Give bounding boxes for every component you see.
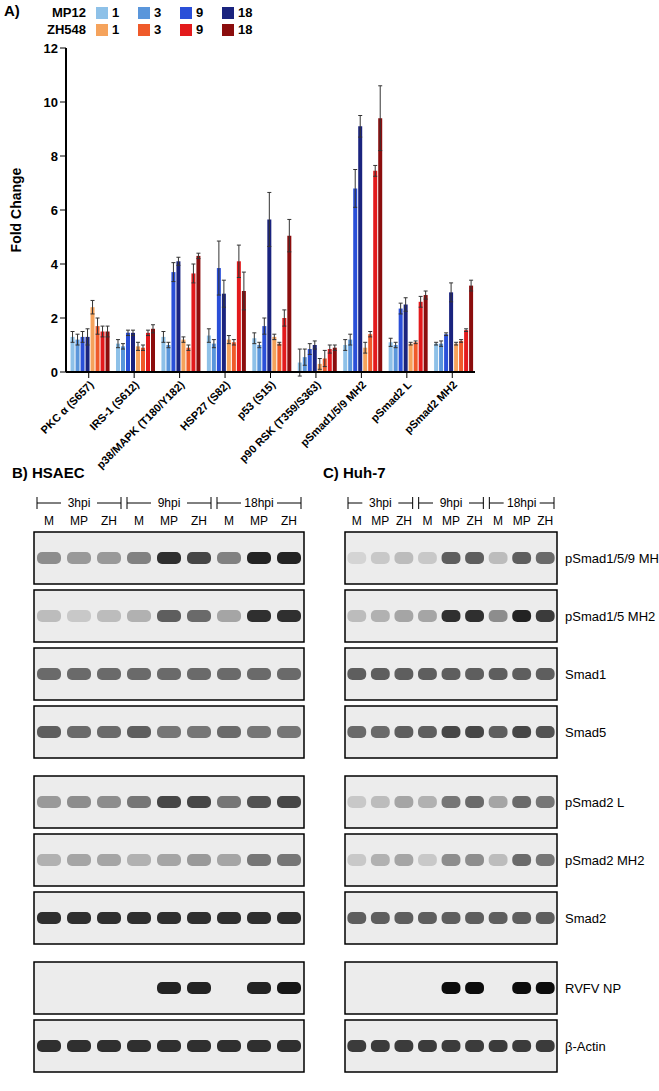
svg-text:RVFV NP: RVFV NP [565, 981, 621, 996]
svg-text:2: 2 [51, 311, 58, 326]
svg-text:Smad1: Smad1 [565, 667, 606, 682]
svg-text:pSmad2 MH2: pSmad2 MH2 [402, 378, 459, 435]
svg-text:PKC α (S657): PKC α (S657) [38, 378, 96, 436]
svg-text:ZH: ZH [101, 514, 117, 528]
svg-text:M: M [44, 514, 54, 528]
svg-text:18hpi: 18hpi [507, 496, 536, 510]
svg-text:MP: MP [160, 514, 178, 528]
svg-text:MP: MP [513, 514, 531, 528]
svg-text:6: 6 [51, 203, 58, 218]
html-text:ZH548: ZH548 [47, 22, 86, 37]
html-text:3: 3 [154, 5, 162, 20]
svg-text:MP: MP [371, 514, 389, 528]
svg-text:M: M [493, 514, 503, 528]
html-text:MP12: MP12 [52, 5, 86, 20]
svg-text:β-Actin: β-Actin [565, 1039, 606, 1054]
svg-text:MP: MP [442, 514, 460, 528]
svg-text:C) Huh-7: C) Huh-7 [323, 464, 386, 481]
svg-text:ZH: ZH [467, 514, 483, 528]
html-text:18: 18 [238, 5, 253, 20]
html-text:A): A) [4, 2, 20, 19]
svg-text:0: 0 [51, 365, 58, 380]
svg-text:9hpi: 9hpi [158, 496, 181, 510]
svg-text:9hpi: 9hpi [440, 496, 463, 510]
svg-text:pSmad2 L: pSmad2 L [565, 795, 624, 810]
html-text:3: 3 [154, 22, 162, 37]
svg-text:3hpi: 3hpi [68, 496, 91, 510]
svg-text:pSmad1/5/9 MH2: pSmad1/5/9 MH2 [298, 378, 368, 448]
svg-text:p90 RSK (T359/S363): p90 RSK (T359/S363) [237, 378, 323, 464]
html-text:1: 1 [112, 22, 120, 37]
svg-text:ZH: ZH [396, 514, 412, 528]
svg-text:18hpi: 18hpi [244, 496, 273, 510]
svg-text:Smad5: Smad5 [565, 725, 606, 740]
svg-text:ZH: ZH [537, 514, 553, 528]
svg-text:M: M [134, 514, 144, 528]
svg-text:IRS-1 (S612): IRS-1 (S612) [87, 378, 142, 433]
svg-text:B) HSAEC: B) HSAEC [12, 464, 85, 481]
svg-text:M: M [422, 514, 432, 528]
svg-text:HSP27 (S82): HSP27 (S82) [178, 378, 233, 433]
svg-text:Fold Change: Fold Change [8, 167, 24, 252]
svg-text:MP: MP [250, 514, 268, 528]
svg-text:pSmad2 L: pSmad2 L [368, 378, 414, 424]
svg-text:p53 (S15): p53 (S15) [234, 378, 277, 421]
svg-text:p38/MAPK (T180/Y182): p38/MAPK (T180/Y182) [94, 378, 187, 471]
svg-text:pSmad1/5/9 MH2: pSmad1/5/9 MH2 [565, 551, 651, 566]
svg-text:ZH: ZH [191, 514, 207, 528]
svg-text:M: M [224, 514, 234, 528]
svg-text:MP: MP [70, 514, 88, 528]
html-text:9: 9 [196, 22, 204, 37]
svg-text:M: M [352, 514, 362, 528]
html-text:1: 1 [112, 5, 120, 20]
svg-text:ZH: ZH [281, 514, 297, 528]
svg-text:10: 10 [44, 95, 58, 110]
svg-text:8: 8 [51, 149, 58, 164]
svg-text:3hpi: 3hpi [369, 496, 392, 510]
html-text:18: 18 [238, 22, 253, 37]
svg-text:pSmad2 MH2: pSmad2 MH2 [565, 853, 644, 868]
html-text:9: 9 [196, 5, 204, 20]
svg-text:12: 12 [44, 41, 58, 56]
svg-text:4: 4 [51, 257, 59, 272]
svg-text:Smad2: Smad2 [565, 911, 606, 926]
svg-text:pSmad1/5 MH2: pSmad1/5 MH2 [565, 609, 651, 624]
